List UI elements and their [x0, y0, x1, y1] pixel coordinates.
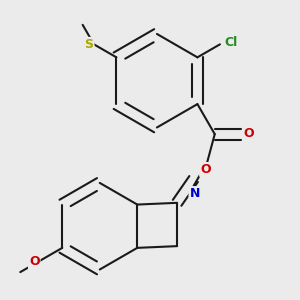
Text: Cl: Cl	[224, 36, 238, 49]
Text: S: S	[85, 38, 94, 51]
Text: O: O	[200, 163, 211, 176]
Text: N: N	[190, 187, 200, 200]
Text: O: O	[29, 255, 40, 268]
Text: O: O	[243, 127, 254, 140]
